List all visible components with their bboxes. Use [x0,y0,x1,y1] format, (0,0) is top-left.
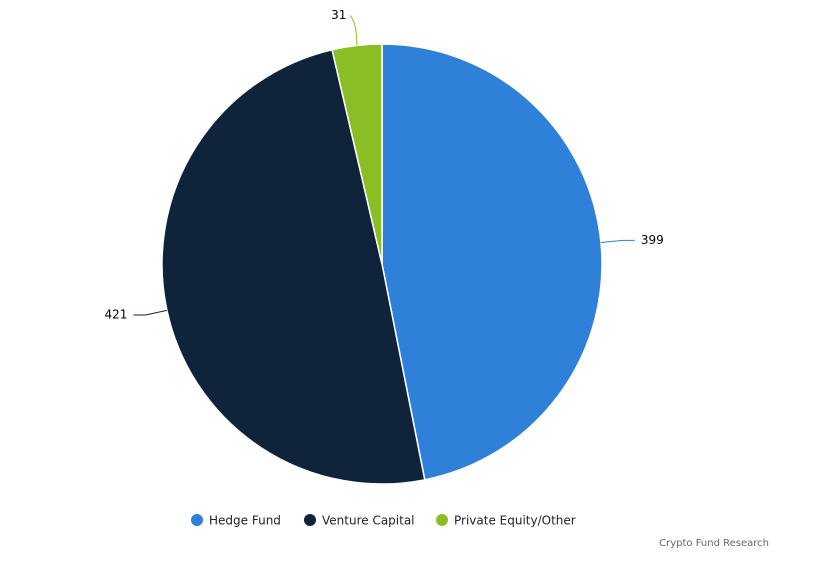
legend-label: Hedge Fund [209,514,281,528]
pie-slice [381,43,603,481]
legend-label: Venture Capital [322,514,415,528]
legend-marker [436,514,448,526]
legend-marker [191,514,203,526]
leader-line [349,15,358,46]
leader-line [133,309,168,316]
data-label: 421 [105,307,128,321]
data-label: 31 [331,8,346,22]
legend-marker [304,514,316,526]
legend-label: Private Equity/Other [454,514,576,528]
source-credit: Crypto Fund Research [659,538,769,549]
data-label: 399 [641,233,664,247]
leader-line [600,239,635,244]
pie-slice [331,43,383,265]
pie-slice [161,48,426,485]
